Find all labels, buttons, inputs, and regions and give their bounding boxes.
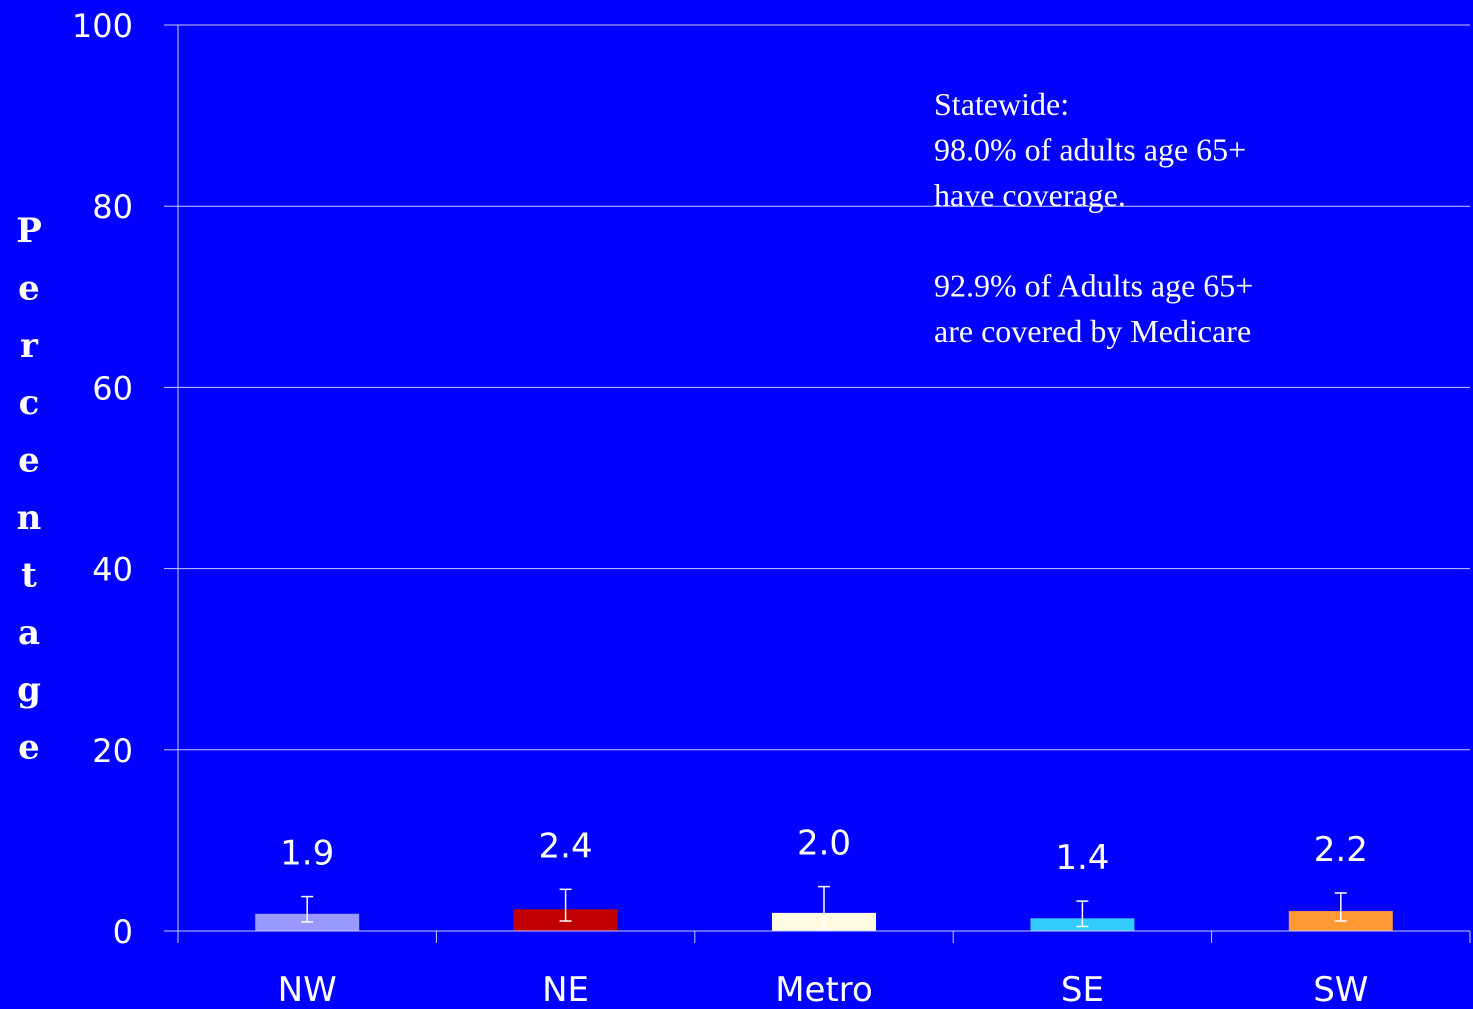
y-label-letter: e [18,728,40,768]
data-label-sw: 2.2 [1314,830,1368,870]
y-tick-label-40: 40 [92,551,133,589]
annotation-line: 92.9% of Adults age 65+ [934,268,1253,304]
category-label-nw: NW [278,970,337,1009]
data-labels: 1.9 2.4 2.0 1.4 2.2 [280,824,1368,878]
gridlines [178,24,1470,751]
y-label-letter: n [17,498,42,538]
data-label-nw: 1.9 [280,834,334,874]
category-label-sw: SW [1313,970,1368,1009]
category-label-metro: Metro [775,970,873,1009]
y-tick-label-20: 20 [92,732,133,770]
y-label-letter: a [18,613,40,653]
y-label-letter: e [18,268,40,308]
annotation-line: are covered by Medicare [934,313,1251,349]
y-label-letter: c [19,383,40,423]
y-label-letter: g [17,670,41,710]
category-label-se: SE [1061,970,1104,1009]
y-tick-label-80: 80 [92,188,133,226]
category-label-ne: NE [542,970,589,1009]
annotation-line: Statewide: [934,86,1069,122]
annotation-line: 98.0% of adults age 65+ [934,132,1246,168]
y-tick-label-60: 60 [92,369,133,407]
data-label-metro: 2.0 [797,824,851,864]
error-bars [301,885,1347,930]
y-label-letter: e [18,441,40,481]
y-tick-label-0: 0 [113,913,133,951]
y-label-letter: r [20,326,39,366]
data-label-se: 1.4 [1055,838,1109,878]
data-label-ne: 2.4 [539,826,593,866]
statewide-annotation: Statewide: 98.0% of adults age 65+ have co… [934,86,1253,349]
y-tick-label-100: 100 [72,7,133,45]
y-label-letter: t [21,555,37,595]
y-tick-labels: 0 20 40 60 80 100 [72,7,133,951]
annotation-line: have coverage. [934,177,1126,213]
axes [164,24,1471,943]
y-label-letter: P [16,211,42,251]
x-category-labels: NW NE Metro SE SW [278,970,1369,1009]
